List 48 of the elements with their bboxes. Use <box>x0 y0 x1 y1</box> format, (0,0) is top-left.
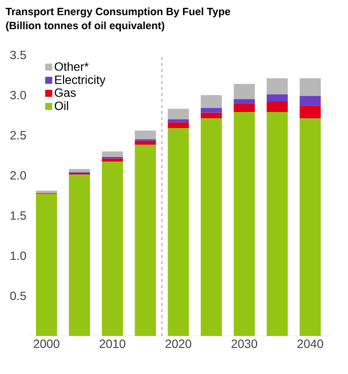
y-tick-label: 1.0 <box>10 251 26 260</box>
bar <box>168 122 189 128</box>
bar <box>300 118 321 336</box>
y-tick-label: 3.5 <box>10 50 26 60</box>
bar <box>234 84 255 100</box>
bar <box>234 112 255 336</box>
legend-label: Oil <box>54 101 68 110</box>
legend-label: Other* <box>54 62 89 71</box>
x-tick-label: 2020 <box>166 340 192 348</box>
bar <box>266 112 288 336</box>
bar <box>200 95 222 108</box>
y-tick-label: 2.0 <box>10 171 26 180</box>
bar <box>168 128 189 336</box>
x-tick-label: 2030 <box>232 340 258 348</box>
y-tick-label: 1.5 <box>10 211 26 220</box>
bar <box>134 140 156 145</box>
bar <box>200 112 222 118</box>
bar <box>300 96 321 106</box>
bar <box>200 118 222 336</box>
bar <box>300 106 321 118</box>
legend-label: Gas <box>54 88 76 97</box>
bar <box>266 102 288 112</box>
bar <box>234 104 255 112</box>
x-tick-label: 2040 <box>297 340 324 348</box>
y-tick-label: 2.5 <box>10 131 26 140</box>
bar <box>300 78 321 96</box>
bar <box>102 162 123 336</box>
bar <box>68 174 90 336</box>
bar <box>200 108 222 113</box>
chart-subtitle: (Billion tonnes of oil equivalent) <box>6 22 164 32</box>
bar <box>168 119 189 122</box>
bar <box>102 158 123 162</box>
bar <box>168 108 189 120</box>
bar <box>266 94 288 102</box>
bar <box>102 151 123 157</box>
bar <box>36 190 58 194</box>
legend-label: Electricity <box>55 75 106 86</box>
bar <box>36 194 58 336</box>
bar <box>234 99 255 104</box>
bar <box>68 169 90 172</box>
x-tick-label: 2000 <box>34 340 60 348</box>
y-tick-label: 0.5 <box>10 292 26 300</box>
bar <box>134 130 156 140</box>
bar <box>134 144 156 336</box>
bar <box>266 78 288 94</box>
y-tick-label: 3.0 <box>10 90 26 100</box>
chart-title: Transport Energy Consumption By Fuel Type <box>6 8 230 18</box>
x-tick-label: 2010 <box>100 340 126 348</box>
